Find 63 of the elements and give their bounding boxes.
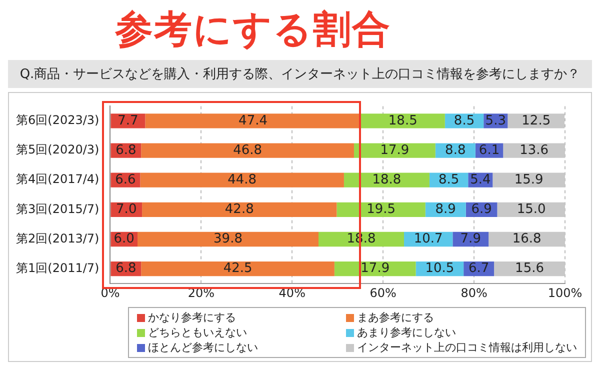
data-label: 5.4 [470,172,491,188]
data-label: 5.3 [485,113,506,128]
data-label: 15.6 [515,261,544,276]
y-tick-label: 第5回(2020/3) [16,142,100,157]
data-label: 7.0 [116,202,137,218]
data-label: 6.8 [116,261,136,276]
data-label: 15.0 [516,202,546,218]
bar [508,114,565,128]
x-tick-label: 80% [460,286,488,300]
bar [142,202,337,217]
data-label: 10.7 [414,232,443,247]
bar [360,114,445,128]
data-label: 17.9 [360,261,390,276]
chart-title: 参考にする割合 [115,6,391,53]
data-label: 42.5 [223,261,252,276]
x-tick-label: 60% [370,286,396,300]
data-label: 15.9 [514,172,544,188]
data-label: 6.6 [115,172,136,188]
data-label: 18.8 [372,172,402,188]
legend-label: どちらともいえない [148,325,247,340]
data-label: 8.5 [454,113,475,128]
data-label: 6.7 [468,261,490,276]
bar [110,114,146,128]
data-label: 47.4 [238,113,268,128]
data-label: 8.5 [438,172,460,188]
data-label: 12.5 [522,113,551,128]
data-label: 6.9 [471,202,492,218]
y-tick-label: 第3回(2015/7) [16,202,100,216]
bar [503,143,565,158]
y-tick-label: 第6回(2023/3) [16,113,100,128]
bar [138,232,319,247]
legend-label: まあ参考にする [357,310,434,325]
data-label: 7.9 [460,232,481,247]
legend-label: かなり参考にする [148,310,236,325]
data-label: 42.8 [224,202,254,218]
data-label: 44.8 [228,172,257,188]
data-label: 46.8 [233,142,262,158]
data-label: 19.5 [366,202,396,218]
data-label: 7.7 [118,113,138,128]
data-label: 10.5 [425,261,454,276]
data-label: 6.8 [116,142,136,158]
data-label: 17.9 [380,142,410,158]
bar [141,143,354,158]
data-label: 6.1 [478,142,500,158]
data-label: 6.0 [114,232,134,247]
legend-label: あまり参考にしない [357,325,456,340]
bar [354,143,436,158]
data-label: 16.8 [512,232,542,247]
y-tick-label: 第4回(2017/4) [16,172,100,186]
y-tick-label: 第2回(2013/7) [16,231,100,246]
data-label: 39.8 [214,232,242,247]
bar [141,262,334,276]
bar [140,172,344,188]
bar [145,114,361,128]
legend-label: インターネット上の口コミ情報は利用しない [357,340,577,355]
y-tick-label: 第1回(2011/7) [16,260,100,275]
data-label: 8.9 [435,202,456,218]
data-label: 8.8 [445,142,466,158]
data-label: 18.5 [388,113,418,128]
x-tick-label: 100% [548,286,582,300]
data-label: 13.6 [520,142,549,158]
legend-label: ほとんど参考にしない [148,340,258,355]
chart-subtitle: Q.商品・サービスなどを購入・利用する際、インターネット上の口コミ情報を参考にしますか？ [8,60,592,88]
